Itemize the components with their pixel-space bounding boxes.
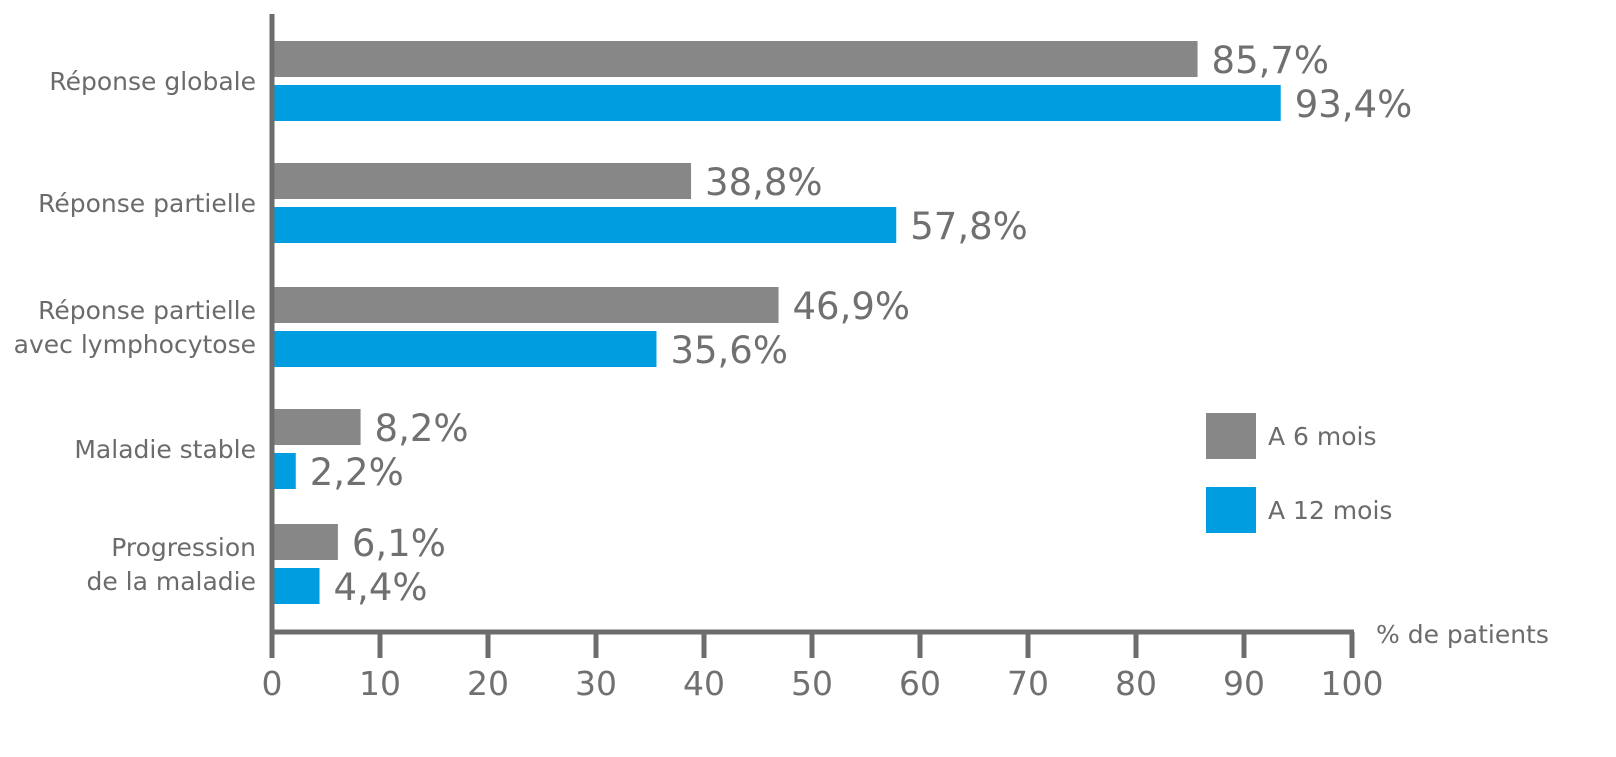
category-labels: Réponse globale Réponse partielle Réponse … xyxy=(14,67,256,596)
value-label: 2,2% xyxy=(310,451,404,494)
bar-12-mois-0 xyxy=(272,85,1281,121)
category-label: Maladie stable xyxy=(74,435,256,464)
category-label: Progression xyxy=(111,533,256,562)
legend-label-0: A 6 mois xyxy=(1268,422,1377,451)
bar-6-mois-2 xyxy=(272,287,779,323)
value-label: 8,2% xyxy=(375,407,469,450)
value-label: 57,8% xyxy=(910,205,1028,248)
x-tick-label: 60 xyxy=(899,664,941,703)
x-tick-label: 20 xyxy=(467,664,509,703)
bar-6-mois-0 xyxy=(272,41,1198,77)
category-label: Réponse partielle xyxy=(38,189,256,218)
x-tick-label: 90 xyxy=(1223,664,1265,703)
x-axis-title: % de patients xyxy=(1376,620,1549,649)
x-tick-label: 10 xyxy=(359,664,401,703)
value-label: 35,6% xyxy=(670,329,788,372)
legend: A 6 mois A 12 mois xyxy=(1206,413,1392,533)
axes: 0 10 20 30 40 50 60 70 80 90 100 % de patients xyxy=(262,14,1549,703)
category-label: Réponse partielle xyxy=(38,296,256,325)
bar-12-mois-3 xyxy=(272,453,296,489)
bar-6-mois-3 xyxy=(272,409,361,445)
value-label: 85,7% xyxy=(1212,39,1330,82)
bar-6-mois-1 xyxy=(272,163,692,199)
bar-6-mois-4 xyxy=(272,524,338,560)
value-label: 93,4% xyxy=(1295,83,1413,126)
category-label: de la maladie xyxy=(86,567,256,596)
x-tick-label: 100 xyxy=(1321,664,1384,703)
legend-swatch-0 xyxy=(1206,413,1256,459)
value-labels: 85,7%93,4% 38,8% 57,8% 46,9%35,6% 8,2%2,2% 6,… xyxy=(310,39,1413,609)
x-tick-label: 50 xyxy=(791,664,833,703)
x-tick-label: 0 xyxy=(262,664,283,703)
value-label: 46,9% xyxy=(793,285,911,328)
bar-12-mois-4 xyxy=(272,568,320,604)
value-label: 38,8% xyxy=(705,161,823,204)
bar-12-mois-2 xyxy=(272,331,657,367)
legend-swatch-1 xyxy=(1206,487,1256,533)
value-label: 6,1% xyxy=(352,522,446,565)
x-tick-label: 70 xyxy=(1007,664,1049,703)
bars-layer xyxy=(272,41,1281,604)
category-label: Réponse globale xyxy=(49,67,256,96)
bar-12-mois-1 xyxy=(272,207,897,243)
x-tick-label: 80 xyxy=(1115,664,1157,703)
value-label: 4,4% xyxy=(334,566,428,609)
x-tick-label: 30 xyxy=(575,664,617,703)
category-label: avec lymphocytose xyxy=(14,330,256,359)
legend-label-1: A 12 mois xyxy=(1268,496,1392,525)
x-tick-label: 40 xyxy=(683,664,725,703)
